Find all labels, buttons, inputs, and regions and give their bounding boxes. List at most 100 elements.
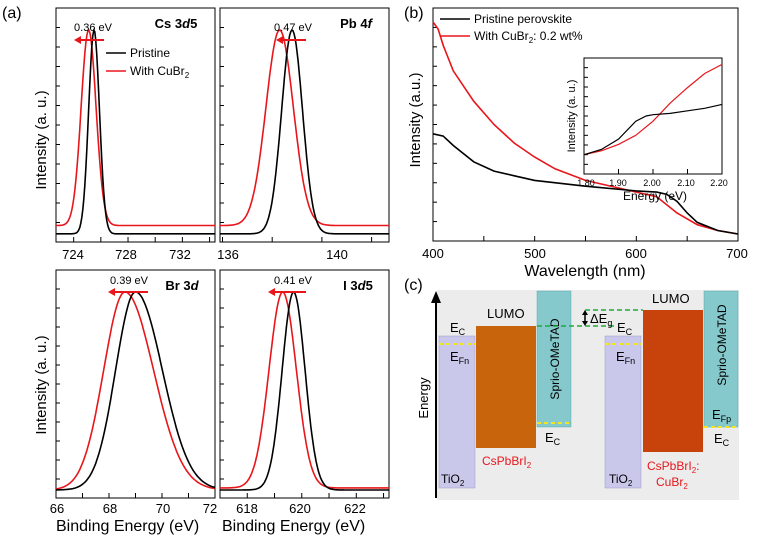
xps-i3d5-xticklabels: 618 620 622 (236, 501, 366, 516)
inset-ylabel: Intensity (a. u.) (566, 80, 578, 153)
panel-label-a: (a) (2, 5, 22, 22)
ec-label-htl-left: EC (545, 430, 561, 447)
x-tick-label: 622 (344, 501, 366, 516)
x-tick-label: 618 (236, 501, 258, 516)
x-tick-label: 500 (524, 246, 546, 261)
shift-arrowhead-cs (74, 36, 81, 44)
shift-label-i: 0.41 eV (274, 275, 313, 287)
htl-label-left: Sprio-OMeTAD (548, 318, 562, 399)
htl-block-right (703, 290, 739, 428)
x-tick-label: 66 (50, 501, 64, 516)
x-tick-label: 732 (169, 247, 191, 262)
xps-top-ylabel: Intensity (a. u.) (33, 90, 50, 189)
inset-ticks (583, 67, 723, 174)
absorbance-ticks (432, 26, 739, 241)
lumo-label-right: LUMO (652, 291, 690, 306)
ec-label-htl-right: EC (714, 431, 730, 448)
series-line-pristine-perovskite (432, 133, 739, 235)
x-tick-label: 2.20 (710, 178, 728, 188)
x-tick-label: 136 (217, 247, 239, 262)
x-tick-label: 728 (115, 247, 137, 262)
element-label-pb4f: Pb 4f (340, 16, 373, 31)
efn-label-left: EFn (450, 349, 469, 366)
ec-label-tio2-right: EC (617, 320, 633, 337)
element-label-br3d: Br 3d (165, 278, 199, 293)
tio2-block-right (604, 335, 642, 489)
xps-cs3d5-ticks (56, 27, 211, 242)
xps-cs3d5-xticklabels: 724 728 732 (62, 247, 191, 262)
series-line-pristine (583, 103, 723, 156)
tio2-label-left: TiO2 (441, 472, 465, 488)
xps-br3d-ticks (55, 288, 216, 498)
legend-label-with-cubr2-wt: With CuBr2: 0.2 wt% (474, 29, 583, 45)
x-tick-label: 724 (62, 247, 84, 262)
xps-bottom-ylabel: Intensity (a. u.) (33, 335, 50, 434)
legend-label-with-cubr2: With CuBr2 (130, 64, 190, 80)
tio2-label-right: TiO2 (609, 472, 633, 488)
efn-label-right: EFn (616, 349, 635, 366)
xps-cs3d5-panel: 724 728 732 Cs 3d5 0.36 eV Pristine With… (55, 7, 216, 262)
series-line-pristine (56, 28, 215, 235)
x-tick-label: 600 (625, 246, 647, 261)
xps-i3d5-ticks (219, 288, 385, 498)
xps-pb4f-xticklabels: 136 140 (217, 247, 348, 262)
htl-block-left (536, 290, 572, 428)
x-tick-label: 400 (422, 246, 444, 261)
delta-eg-arrowhead-down (582, 321, 588, 326)
series-line-pristine (56, 291, 216, 491)
series-line-pristine (220, 29, 389, 235)
energy-axis-arrowhead (431, 291, 441, 303)
series-line-with-cubr2 (220, 291, 389, 489)
perovskite-block-right (643, 310, 703, 452)
x-tick-label: 68 (103, 501, 117, 516)
element-label-cs3d5: Cs 3d5 (155, 16, 198, 31)
xps-br3d-panel: 66 68 70 72 Br 3d 0.39 eV (50, 269, 217, 516)
xps-br3d-xticklabels: 66 68 70 72 (50, 501, 217, 516)
efp-label-right: EFp (712, 407, 731, 424)
series-line-with-cubr2 (432, 21, 739, 235)
x-tick-label: 1.80 (577, 178, 595, 188)
x-tick-label: 140 (326, 247, 348, 262)
absorbance-inset: Intensity (a. u.) Energy (eV) 1.80 1.90 … (566, 57, 728, 203)
shift-label-cs: 0.36 eV (74, 22, 113, 34)
shift-arrowhead-pb (276, 36, 283, 44)
perovskite-block-left (476, 326, 536, 448)
energy-axis-label: Energy (416, 377, 431, 419)
xps-pb4f-ticks (220, 27, 373, 242)
inset-xlabel: Energy (eV) (623, 189, 687, 203)
panel-label-b: (b) (404, 5, 424, 22)
xps-xlabel-left: Binding Energy (eV) (56, 518, 199, 535)
legend-label-pristine: Pristine (130, 46, 170, 60)
x-tick-label: 1.90 (609, 178, 627, 188)
x-tick-label: 700 (726, 246, 748, 261)
x-tick-label: 72 (203, 501, 217, 516)
delta-eg-label: ΔEg (590, 311, 612, 328)
xps-xlabel-right: Binding Energy (eV) (222, 518, 365, 535)
x-tick-label: 2.00 (643, 178, 661, 188)
absorbance-xlabel: Wavelength (nm) (524, 263, 645, 280)
x-tick-label: 620 (289, 501, 311, 516)
band-diagram: Energy EC EFn TiO2 LUMO CsPbBrI2 Sprio-O… (416, 290, 739, 500)
shift-label-pb: 0.47 eV (274, 22, 313, 34)
xps-i3d5-panel: 618 620 622 I 3d5 0.41 eV (219, 269, 390, 516)
ec-label-tio2-left: EC (450, 320, 466, 337)
x-tick-label: 2.10 (677, 178, 695, 188)
tio2-block-left (438, 335, 476, 489)
legend-label-pristine-perovskite: Pristine perovskite (474, 12, 572, 26)
shift-label-br: 0.39 eV (110, 275, 149, 287)
absorbance-panel: Intensity (a.u.) Wavelength (nm) 400 500… (407, 7, 748, 280)
perovskite-label-right-line1: CsPbBrI2: (647, 459, 699, 475)
series-line-with-cubr2 (220, 29, 389, 227)
series-line-with-cubr2 (583, 63, 723, 156)
series-line-with-cubr2 (55, 291, 216, 490)
perovskite-label-left: CsPbBrI2 (482, 454, 532, 470)
perovskite-label-right-line2: CuBr2 (656, 475, 688, 491)
x-tick-label: 70 (156, 501, 170, 516)
absorbance-ylabel: Intensity (a.u.) (407, 72, 424, 167)
shift-arrowhead-i (268, 288, 275, 296)
shift-arrowhead-br (108, 288, 115, 296)
xps-pb4f-panel: 136 140 Pb 4f 0.47 eV (217, 7, 390, 262)
htl-label-right: Sprio-OMeTAD (715, 304, 729, 385)
lumo-label-left: LUMO (487, 306, 525, 321)
